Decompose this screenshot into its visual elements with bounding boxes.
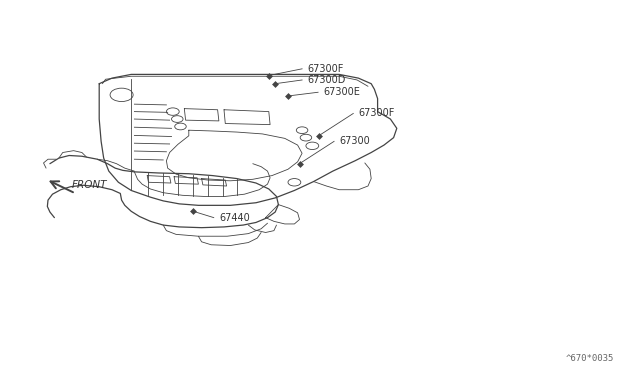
Text: 67300F: 67300F [358, 109, 395, 118]
Text: 67300: 67300 [339, 137, 370, 146]
Text: 67440: 67440 [219, 213, 250, 222]
Text: 67300D: 67300D [307, 75, 346, 85]
Text: FRONT: FRONT [72, 180, 107, 190]
Text: 67300E: 67300E [323, 87, 360, 97]
Text: 67300F: 67300F [307, 64, 344, 74]
Text: ^670*0035: ^670*0035 [566, 354, 614, 363]
